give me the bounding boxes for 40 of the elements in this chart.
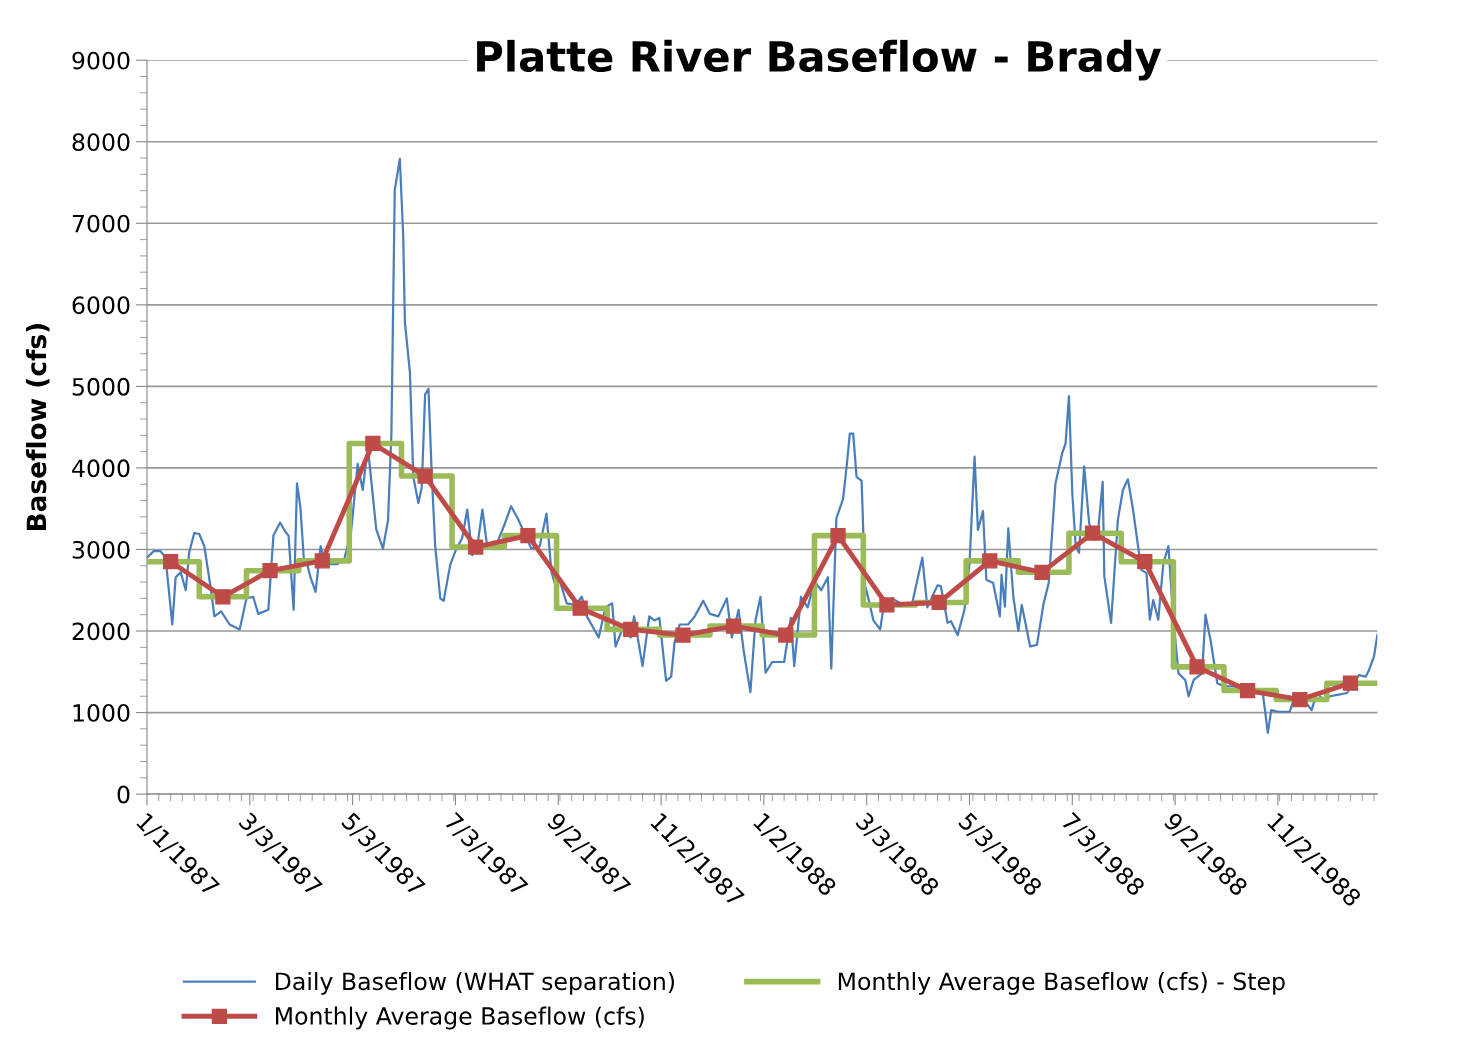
point	[1189, 659, 1205, 675]
y-tick-label: 7000	[72, 214, 130, 233]
point	[725, 618, 742, 634]
line-series	[147, 157, 1378, 735]
point	[365, 435, 381, 452]
y-tick-label: 9000	[72, 51, 130, 70]
legend-label: Daily Baseflow (WHAT separation)	[276, 971, 674, 995]
y-tick-label: 4000	[72, 459, 130, 478]
point	[520, 527, 536, 544]
point	[572, 600, 588, 616]
y-tick-label: 6000	[72, 296, 130, 315]
point	[417, 468, 433, 484]
point	[778, 627, 794, 643]
y-tick-label: 3000	[72, 540, 130, 559]
y-tick-label: 2000	[72, 622, 130, 641]
point	[215, 589, 231, 605]
point	[1084, 525, 1101, 541]
chart-title: Platte River Baseflow - Brady	[477, 39, 1162, 81]
point	[675, 627, 691, 643]
legend-label: Monthly Average Baseflow (cfs)	[276, 1006, 644, 1030]
y-tick-label: 1000	[73, 704, 130, 722]
y-axis-title: Baseflow (cfs)	[25, 324, 50, 531]
y-tick-label: 8000	[72, 133, 130, 152]
y-tick-label: 0	[117, 785, 130, 804]
point	[623, 621, 639, 638]
point	[1034, 564, 1050, 580]
point	[1239, 682, 1256, 699]
point	[1342, 675, 1359, 691]
point	[830, 527, 846, 544]
point	[314, 553, 330, 569]
point	[1137, 554, 1153, 570]
point	[162, 554, 179, 570]
y-tick-label: 5000	[72, 377, 130, 396]
point	[262, 563, 278, 579]
point	[879, 597, 895, 613]
legend-label: Monthly Average Baseflow (cfs) - Step	[838, 971, 1285, 995]
point	[1292, 691, 1308, 708]
point	[982, 553, 998, 569]
point	[468, 539, 484, 555]
point	[931, 594, 947, 611]
